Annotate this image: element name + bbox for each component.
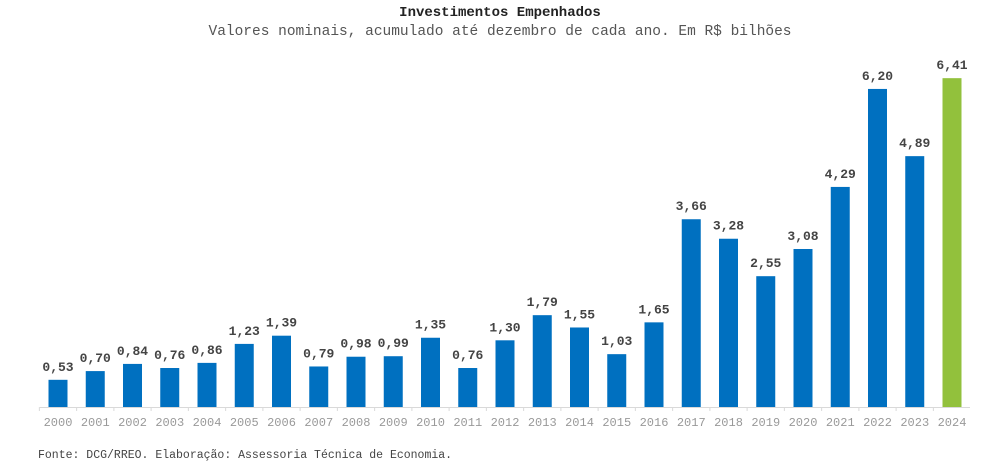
chart-subtitle: Valores nominais, acumulado até dezembro… <box>208 24 792 40</box>
x-tick-label-2018: 2018 <box>714 416 743 430</box>
bar-2013 <box>532 315 552 407</box>
value-label-2003: 0,76 <box>154 348 185 363</box>
value-label-2021: 4,29 <box>825 167 856 182</box>
value-label-2006: 1,39 <box>266 316 297 331</box>
x-tick-label-2008: 2008 <box>342 416 371 430</box>
value-label-2017: 3,66 <box>676 199 707 214</box>
bar-2003 <box>160 368 180 407</box>
bar-2004 <box>197 362 217 407</box>
x-tick-label-2000: 2000 <box>44 416 73 430</box>
bar-2006 <box>272 335 291 407</box>
bar-2001 <box>85 371 105 407</box>
bar-2008 <box>346 356 366 407</box>
value-label-2012: 1,30 <box>489 320 520 335</box>
x-tick-label-2005: 2005 <box>230 416 259 430</box>
bar-2012 <box>495 340 515 407</box>
value-label-2011: 0,76 <box>452 348 483 363</box>
x-tick-label-2017: 2017 <box>677 416 706 430</box>
bar-2007 <box>309 366 329 407</box>
value-label-2024: 6,41 <box>936 58 967 73</box>
value-label-2004: 0,86 <box>191 343 222 358</box>
bar-2010 <box>421 337 440 407</box>
x-tick-label-2023: 2023 <box>900 416 929 430</box>
bar-2009 <box>383 356 403 407</box>
bar-2011 <box>458 368 478 407</box>
x-tick-label-2019: 2019 <box>751 416 780 430</box>
bar-2015 <box>607 354 627 407</box>
x-tick-label-2010: 2010 <box>416 416 445 430</box>
x-tick-label-2006: 2006 <box>267 416 296 430</box>
bar-2017 <box>681 219 701 407</box>
x-tick-label-2009: 2009 <box>379 416 408 430</box>
chart-title: Investimentos Empenhados <box>399 5 601 21</box>
x-tick-label-2015: 2015 <box>602 416 631 430</box>
bar-2016 <box>644 322 664 407</box>
bar-2000 <box>48 379 68 407</box>
bar-2014 <box>570 327 589 407</box>
x-tick-label-2022: 2022 <box>863 416 892 430</box>
value-label-2016: 1,65 <box>638 302 669 317</box>
value-label-2022: 6,20 <box>862 69 893 84</box>
bar-2018 <box>719 238 738 407</box>
bar-2002 <box>123 363 142 407</box>
x-tick-label-2004: 2004 <box>193 416 222 430</box>
value-label-2020: 3,08 <box>787 229 818 244</box>
value-label-2015: 1,03 <box>601 334 632 349</box>
value-label-2009: 0,99 <box>378 336 409 351</box>
x-tick-label-2013: 2013 <box>528 416 557 430</box>
x-tick-label-2012: 2012 <box>491 416 520 430</box>
value-label-2007: 0,79 <box>303 346 334 361</box>
x-tick-label-2021: 2021 <box>826 416 855 430</box>
value-label-2002: 0,84 <box>117 344 148 359</box>
x-tick-label-2007: 2007 <box>304 416 333 430</box>
value-label-2014: 1,55 <box>564 307 595 322</box>
value-label-2008: 0,98 <box>340 337 371 352</box>
source-note: Fonte: DCG/RREO. Elaboração: Assessoria … <box>38 449 453 462</box>
value-label-2010: 1,35 <box>415 318 446 333</box>
value-label-2019: 2,55 <box>750 256 781 271</box>
value-label-2023: 4,89 <box>899 136 930 151</box>
x-tick-label-2020: 2020 <box>789 416 818 430</box>
bar-2023 <box>905 156 925 407</box>
x-tick-label-2024: 2024 <box>938 416 967 430</box>
bar-2019 <box>756 276 776 407</box>
bar-2020 <box>793 248 813 407</box>
value-label-2005: 1,23 <box>229 324 260 339</box>
bar-2022 <box>868 88 887 407</box>
value-label-2000: 0,53 <box>42 360 73 375</box>
x-tick-label-2014: 2014 <box>565 416 594 430</box>
x-tick-label-2001: 2001 <box>81 416 110 430</box>
x-tick-label-2011: 2011 <box>453 416 482 430</box>
x-tick-label-2003: 2003 <box>155 416 184 430</box>
value-label-2018: 3,28 <box>713 219 744 234</box>
value-label-2001: 0,70 <box>80 351 111 366</box>
x-tick-label-2016: 2016 <box>640 416 669 430</box>
bar-2021 <box>830 186 850 407</box>
value-label-2013: 1,79 <box>527 295 558 310</box>
x-tick-label-2002: 2002 <box>118 416 147 430</box>
bar-2024 <box>942 78 962 408</box>
bar-2005 <box>234 343 254 407</box>
